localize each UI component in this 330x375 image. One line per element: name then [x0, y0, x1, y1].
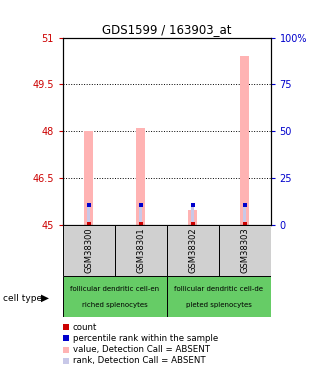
Text: GSM38301: GSM38301 — [136, 228, 145, 273]
Text: riched splenocytes: riched splenocytes — [82, 302, 148, 308]
Bar — [167, 276, 271, 317]
Text: ▶: ▶ — [41, 293, 49, 303]
Text: rank, Detection Call = ABSENT: rank, Detection Call = ABSENT — [73, 356, 205, 365]
Bar — [167, 225, 218, 276]
Text: percentile rank within the sample: percentile rank within the sample — [73, 334, 218, 343]
Bar — [136, 128, 145, 225]
Bar — [219, 225, 271, 276]
Text: GSM38303: GSM38303 — [240, 227, 249, 273]
Text: GSM38302: GSM38302 — [188, 228, 197, 273]
Bar — [139, 205, 142, 225]
Text: GSM38300: GSM38300 — [84, 228, 93, 273]
Title: GDS1599 / 163903_at: GDS1599 / 163903_at — [102, 23, 231, 36]
Text: value, Detection Call = ABSENT: value, Detection Call = ABSENT — [73, 345, 210, 354]
Bar — [240, 56, 249, 225]
Bar — [188, 210, 197, 225]
Text: count: count — [73, 322, 97, 332]
Bar — [191, 205, 194, 225]
Bar — [115, 225, 167, 276]
Bar — [84, 130, 93, 225]
Bar — [63, 225, 115, 276]
Text: cell type: cell type — [3, 294, 43, 303]
Text: follicular dendritic cell-en: follicular dendritic cell-en — [70, 286, 159, 292]
Text: follicular dendritic cell-de: follicular dendritic cell-de — [174, 286, 263, 292]
Text: pleted splenocytes: pleted splenocytes — [186, 302, 251, 308]
Bar — [87, 205, 90, 225]
Bar — [243, 205, 246, 225]
Bar — [63, 276, 167, 317]
